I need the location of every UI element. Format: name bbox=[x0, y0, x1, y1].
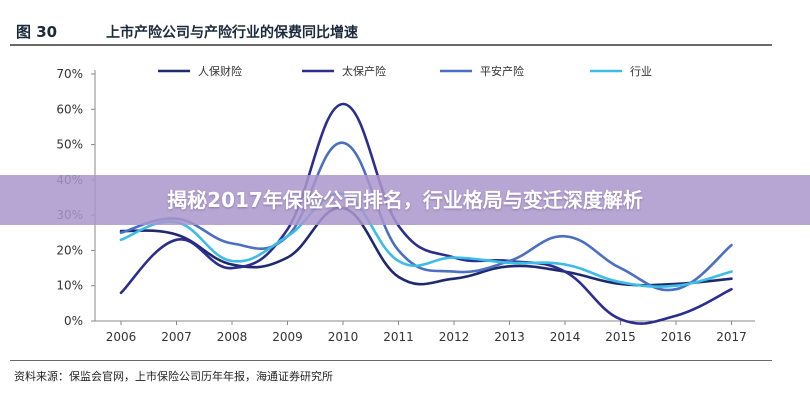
x-tick-label: 2009 bbox=[272, 330, 303, 344]
source-note: 资料来源：保监会官网，上市保险公司历年年报，海通证券研究所 bbox=[14, 370, 333, 383]
y-tick-label: 10% bbox=[56, 279, 83, 293]
figure-header: 图 30 上市产险公司与产险行业的保费同比增速 bbox=[10, 18, 770, 44]
series-line bbox=[119, 192, 733, 288]
x-tick-label: 2016 bbox=[661, 330, 692, 344]
x-tick-label: 2010 bbox=[328, 330, 359, 344]
x-tick-label: 2014 bbox=[550, 330, 581, 344]
x-tick-label: 2008 bbox=[217, 330, 248, 344]
banner-title: 揭秘2017年保险公司排名，行业格局与变迁深度解析 bbox=[167, 188, 643, 212]
x-tick-label: 2015 bbox=[605, 330, 636, 344]
x-tick-label: 2006 bbox=[106, 330, 137, 344]
y-tick-label: 0% bbox=[64, 314, 83, 328]
x-tick-label: 2017 bbox=[716, 330, 747, 344]
x-tick-label: 2007 bbox=[161, 330, 192, 344]
x-tick-label: 2011 bbox=[383, 330, 414, 344]
overlay-banner: 揭秘2017年保险公司排名，行业格局与变迁深度解析 bbox=[0, 175, 810, 225]
legend-label: 太保产险 bbox=[342, 64, 386, 78]
figure-title: 上市产险公司与产险行业的保费同比增速 bbox=[106, 25, 358, 41]
legend-label: 平安产险 bbox=[480, 64, 524, 78]
x-tick-label: 2013 bbox=[494, 330, 525, 344]
series-line bbox=[119, 141, 733, 292]
y-tick-label: 70% bbox=[56, 67, 83, 81]
bottom-divider bbox=[10, 360, 772, 361]
x-tick-label: 2012 bbox=[439, 330, 470, 344]
legend-label: 人保财险 bbox=[198, 64, 242, 78]
y-tick-label: 50% bbox=[56, 138, 83, 152]
top-divider bbox=[10, 44, 772, 46]
legend-label: 行业 bbox=[630, 65, 652, 78]
figure-number: 图 30 bbox=[16, 23, 58, 41]
series-line bbox=[119, 206, 733, 287]
y-tick-label: 60% bbox=[56, 102, 83, 116]
y-tick-label: 20% bbox=[56, 243, 83, 257]
